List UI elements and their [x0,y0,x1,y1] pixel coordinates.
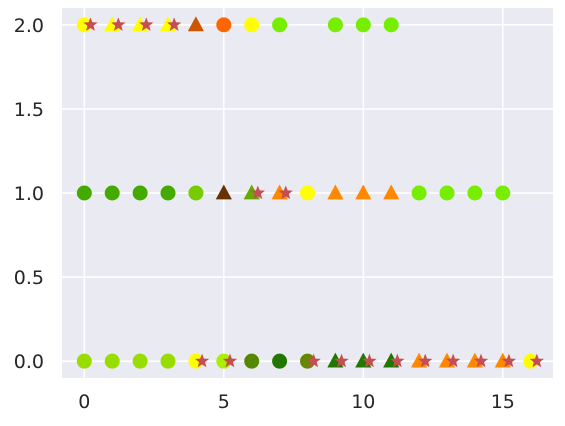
star-point [139,17,154,31]
star-point [418,353,433,368]
y-axis-ticks: 0.0 0.5 1.0 1.5 2.0 [14,15,44,373]
star-point [222,353,238,368]
circle-point [188,185,204,201]
x-tick-label: 15 [491,391,515,413]
star-point [445,353,461,368]
star-point [501,353,517,368]
star-point [529,353,544,368]
circle-point [355,17,371,33]
circle-point [216,17,232,33]
circle-point [132,353,148,369]
star-point [390,353,405,368]
circle-point [244,17,260,33]
circle-point [439,185,455,201]
triangle-point [187,16,204,32]
circle-point [467,185,483,201]
x-axis-ticks: 0 5 10 15 [78,391,515,413]
circle-point [76,185,92,201]
circle-point [160,353,176,369]
star-point [111,17,126,31]
star-point [83,17,98,31]
circle-point [132,185,148,201]
circle-point [104,185,120,201]
circle-point [160,185,176,201]
x-tick-label: 0 [78,391,90,413]
circle-point [272,353,288,369]
star-point [334,353,349,368]
circle-point [327,17,343,33]
circle-point [383,17,399,33]
x-tick-label: 10 [351,391,375,413]
star-point [362,353,377,368]
y-tick-label: 1.5 [14,99,44,121]
triangle-point [327,184,344,200]
x-tick-label: 5 [218,391,230,413]
triangle-point [215,184,232,200]
circle-point [495,185,511,201]
y-tick-label: 1.0 [14,183,44,205]
circle-point [76,353,92,369]
star-point [473,353,489,368]
y-tick-label: 0.0 [14,351,44,373]
star-point [278,185,293,200]
circle-point [272,17,288,33]
circle-point [411,185,427,201]
star-marks [83,17,544,368]
triangle-point [355,184,372,200]
circle-point [104,353,120,369]
star-point [167,17,182,31]
y-tick-label: 2.0 [14,15,44,37]
triangle-point [383,184,400,200]
circle-point [244,353,260,369]
star-point [306,353,321,368]
y-tick-label: 0.5 [14,267,44,289]
star-point [250,185,265,200]
star-point [194,353,210,368]
circle-point [300,185,315,201]
